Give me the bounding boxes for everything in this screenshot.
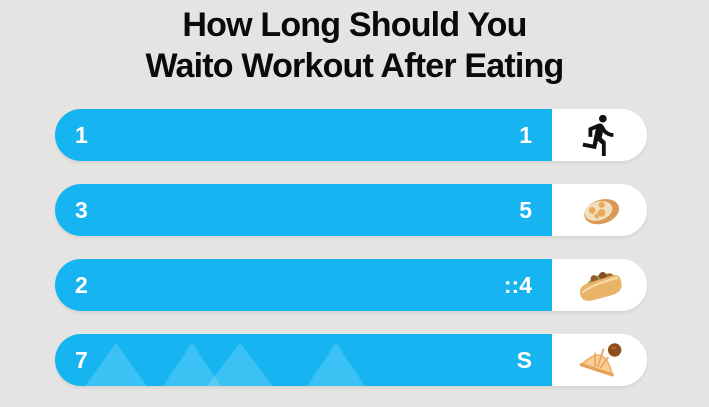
icon-capsule	[552, 259, 647, 311]
stuffed-sandwich-icon	[579, 271, 622, 301]
ghost-triangle	[307, 342, 365, 386]
icon-capsule	[552, 109, 647, 161]
bar-row-bread: 3 5	[55, 184, 647, 236]
bar-left-value: 1	[75, 121, 88, 148]
icon-capsule	[552, 334, 647, 386]
duration-bar: 2 ::4	[55, 259, 552, 311]
duration-bar: 7 S	[55, 334, 552, 386]
page-title: How Long Should You Waito Workout After …	[0, 5, 709, 88]
runner-icon	[582, 114, 613, 157]
icon-capsule	[552, 184, 647, 236]
duration-bar: 1 1	[55, 109, 552, 161]
bar-left-value: 7	[75, 346, 88, 373]
bar-row-workout: 1 1	[55, 109, 647, 161]
bread-slice-icon	[583, 199, 619, 225]
ghost-triangle	[85, 342, 147, 386]
bar-right-value: S	[516, 346, 532, 373]
ghost-triangle	[207, 342, 273, 386]
bar-left-value: 3	[75, 196, 88, 223]
bar-row-pastry: 7 S	[55, 334, 647, 386]
bar-right-value: ::4	[503, 271, 532, 298]
bar-left-value: 2	[75, 271, 88, 298]
duration-bar: 3 5	[55, 184, 552, 236]
bar-right-value: 1	[519, 121, 532, 148]
title-line-1: How Long Should You	[182, 6, 527, 44]
bar-right-value: 5	[519, 196, 532, 223]
bar-row-sandwich: 2 ::4	[55, 259, 647, 311]
orange-wedge-pastry-icon	[579, 343, 621, 377]
bar-list: 1 1 3 5	[55, 109, 647, 407]
title-line-2: Waito Workout After Eating	[145, 47, 564, 86]
